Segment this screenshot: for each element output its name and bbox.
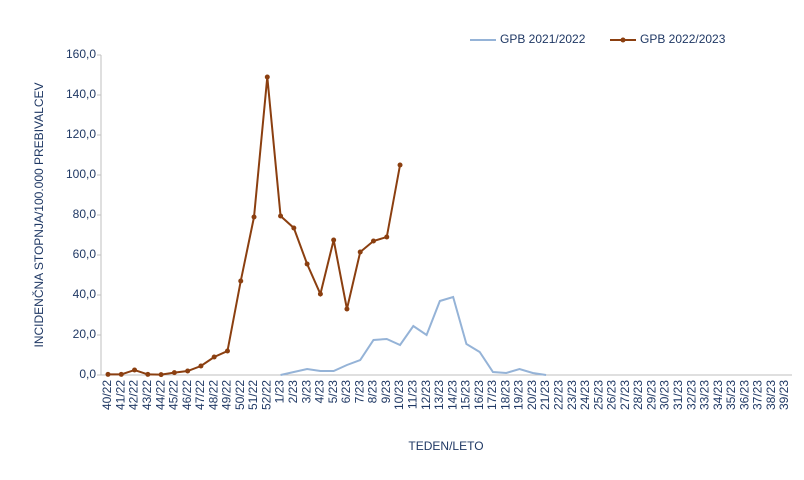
data-point	[185, 368, 191, 374]
x-tick-label: 48/22	[206, 380, 220, 410]
data-point	[238, 278, 244, 284]
x-tick-label: 12/23	[419, 380, 433, 410]
data-point	[370, 238, 376, 244]
x-tick-label: 31/23	[671, 380, 685, 410]
x-tick-label: 45/22	[167, 380, 181, 410]
x-tick-label: 51/22	[246, 380, 260, 410]
x-tick-label: 18/23	[498, 380, 512, 410]
x-tick-label: 26/23	[605, 380, 619, 410]
x-tick-label: 17/23	[485, 380, 499, 410]
y-axis-label: INCIDENČNA STOPNJA/100.000 PREBIVALCEV	[31, 83, 46, 348]
x-tick-label: 43/22	[140, 380, 154, 410]
y-tick-label: 60,0	[73, 247, 97, 261]
x-tick-label: 9/23	[379, 380, 393, 404]
series-line	[280, 295, 547, 376]
x-tick-label: 46/22	[180, 380, 194, 410]
x-tick-label: 25/23	[591, 380, 605, 410]
legend-marker	[620, 37, 626, 43]
data-point	[145, 371, 151, 377]
y-tick-label: 20,0	[73, 327, 97, 341]
data-point	[344, 306, 350, 312]
legend-label: GPB 2022/2023	[640, 32, 726, 46]
x-tick-label: 30/23	[658, 380, 672, 410]
data-point	[158, 372, 164, 378]
x-tick-label: 44/22	[153, 380, 167, 410]
x-tick-label: 39/23	[777, 380, 791, 410]
x-tick-label: 13/23	[432, 380, 446, 410]
x-tick-label: 27/23	[618, 380, 632, 410]
y-tick-label: 40,0	[73, 287, 97, 301]
y-tick-label: 100,0	[66, 167, 96, 181]
data-point	[171, 370, 177, 376]
data-point	[291, 225, 297, 231]
x-tick-label: 15/23	[459, 380, 473, 410]
data-point	[278, 213, 284, 219]
x-tick-label: 49/22	[220, 380, 234, 410]
x-tick-label: 52/22	[259, 380, 273, 410]
x-tick-label: 7/23	[352, 380, 366, 404]
x-tick-label: 10/23	[392, 380, 406, 410]
legend-label: GPB 2021/2022	[500, 32, 586, 46]
x-tick-label: 4/23	[313, 380, 327, 404]
data-point	[132, 367, 138, 373]
x-tick-label: 2/23	[286, 380, 300, 404]
series-line	[108, 76, 402, 376]
y-tick-label: 120,0	[66, 127, 96, 141]
x-tick-label: 20/23	[525, 380, 539, 410]
x-tick-label: 24/23	[578, 380, 592, 410]
y-tick-label: 80,0	[73, 207, 97, 221]
y-tick-label: 140,0	[66, 87, 96, 101]
x-tick-label: 3/23	[299, 380, 313, 404]
x-tick-label: 23/23	[565, 380, 579, 410]
x-tick-label: 42/22	[127, 380, 141, 410]
data-point	[198, 363, 204, 369]
x-tick-label: 32/23	[684, 380, 698, 410]
x-tick-label: 37/23	[751, 380, 765, 410]
x-tick-label: 50/22	[233, 380, 247, 410]
x-tick-label: 35/23	[724, 380, 738, 410]
data-point	[357, 249, 363, 255]
data-point	[304, 261, 310, 267]
x-tick-label: 14/23	[445, 380, 459, 410]
x-tick-label: 38/23	[764, 380, 778, 410]
data-point	[317, 291, 323, 297]
x-tick-label: 33/23	[698, 380, 712, 410]
data-point	[118, 371, 124, 377]
x-tick-label: 11/23	[405, 380, 419, 409]
data-point	[331, 237, 337, 243]
data-point	[397, 162, 403, 168]
x-axis-label: TEDEN/LETO	[408, 439, 483, 453]
x-tick-label: 29/23	[644, 380, 658, 410]
x-tick-label: 22/23	[552, 380, 566, 410]
x-tick-label: 34/23	[711, 380, 725, 410]
data-point	[105, 371, 111, 377]
x-tick-label: 19/23	[512, 380, 526, 410]
data-point	[211, 354, 217, 360]
x-tick-label: 21/23	[538, 380, 552, 410]
x-tick-label: 16/23	[472, 380, 486, 410]
x-tick-label: 47/22	[193, 380, 207, 410]
x-tick-label: 40/22	[100, 380, 114, 410]
x-tick-label: 8/23	[366, 380, 380, 404]
x-tick-label: 36/23	[737, 380, 751, 410]
x-tick-label: 41/22	[113, 380, 127, 410]
data-point	[251, 214, 257, 220]
y-tick-label: 160,0	[66, 47, 96, 61]
x-tick-label: 6/23	[339, 380, 353, 404]
data-point	[224, 348, 230, 354]
x-tick-label: 5/23	[326, 380, 340, 404]
data-point	[264, 74, 270, 80]
x-tick-label: 28/23	[631, 380, 645, 410]
data-point	[384, 234, 390, 240]
x-tick-label: 1/23	[273, 380, 287, 404]
y-tick-label: 0,0	[79, 367, 96, 381]
